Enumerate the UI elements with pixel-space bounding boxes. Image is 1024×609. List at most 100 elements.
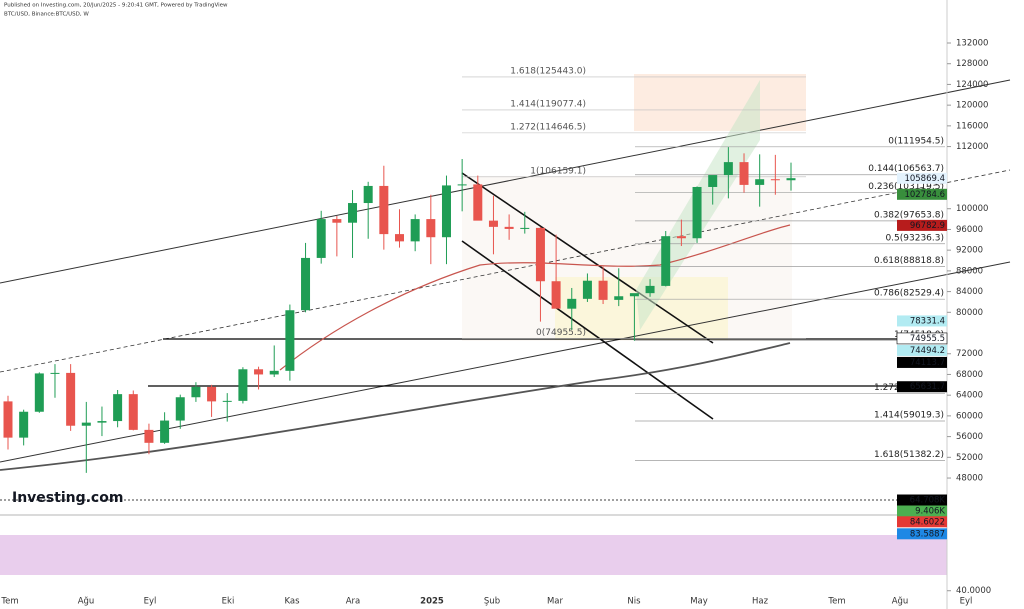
candle-body (504, 226, 514, 229)
candle-body (567, 298, 577, 309)
candle-body (708, 175, 718, 187)
y-tick-label: 52000 (956, 453, 983, 463)
fib-label: 0.382(97653.8) (874, 210, 944, 220)
down-channel (461, 240, 714, 420)
x-tick-label: Eyl (144, 597, 157, 607)
logo: Investing.com (12, 490, 123, 506)
fib-label: 0.236(103119.5) (868, 182, 944, 192)
candle-body (175, 397, 185, 421)
candle-body (363, 185, 373, 204)
volume-tag (897, 494, 947, 506)
stoch-tag-label: 83.5887 (910, 529, 945, 539)
volume-tag-label: 64.708K (910, 496, 946, 506)
header-symbol: BTC/USD, Binance:BTC/USD, W (4, 12, 89, 18)
channel-mid (0, 169, 1011, 373)
candle-body (551, 281, 561, 309)
candle-body (410, 219, 420, 242)
y-tick-label: 112000 (956, 142, 988, 152)
price-tag (897, 356, 947, 368)
candle-body (34, 373, 44, 412)
y-tick-label: 124000 (956, 80, 988, 90)
candle-body (457, 184, 467, 186)
candle-body (50, 372, 60, 374)
candle-body (629, 293, 639, 297)
price-tag (897, 344, 947, 356)
candle-body (348, 203, 358, 223)
candle-body (520, 227, 530, 229)
x-tick-label: Ağu (892, 597, 909, 607)
x-tick-label: Ara (346, 597, 361, 607)
candle-body (661, 236, 671, 286)
price-tag (897, 381, 947, 393)
candle-body (128, 394, 138, 430)
candle-body (3, 401, 13, 438)
fib-zone (462, 176, 792, 341)
candle-body (598, 280, 608, 300)
y-tick-label: 68000 (956, 370, 983, 380)
channel-top (0, 79, 1011, 284)
x-tick-label: Haz (752, 597, 769, 607)
fib-label: 1.414(59019.3) (874, 410, 944, 420)
price-tag-label: 74113.7 (910, 358, 945, 368)
y-tick-label: 72000 (956, 349, 983, 359)
price-tag (897, 315, 947, 327)
candle-body (19, 411, 29, 438)
price-tag-label: 102784.6 (904, 190, 945, 200)
candle-body (269, 370, 279, 375)
fib-label: 0.5(93236.3) (885, 233, 944, 243)
y-tick-label: 80000 (956, 308, 983, 318)
y-tick-label: 60000 (956, 411, 983, 421)
price-tag-label: 74494.2 (910, 346, 945, 356)
y-tick-label: 92000 (956, 246, 983, 256)
fib-label: 1(106159.1) (530, 166, 586, 176)
candle-body (254, 369, 264, 375)
fib-label: 0(74955.5) (536, 328, 586, 338)
fib-label: 1.272(114646.5) (510, 122, 586, 132)
fib-label: 1.414(119077.4) (510, 99, 586, 109)
candle-body (301, 257, 311, 311)
candle-body (614, 296, 624, 300)
y-tick-label: 88000 (956, 266, 983, 276)
candle-body (81, 422, 91, 426)
y-tick-label: 100000 (956, 204, 988, 214)
candle-body (238, 369, 248, 401)
y-tick-label: 96000 (956, 225, 983, 235)
candle-body (113, 394, 123, 422)
y-tick-label: 128000 (956, 59, 988, 69)
price-tag-label: 78331.4 (910, 316, 945, 326)
x-tick-label: Tem (827, 597, 845, 607)
fib-label: 1.618(51382.2) (874, 450, 944, 460)
y-tick-label: 64000 (956, 391, 983, 401)
x-tick-label: Kas (284, 597, 300, 607)
header-published: Published on Investing.com, 20/Jun/2025 … (4, 3, 228, 9)
candle-body (770, 179, 780, 181)
x-tick-label: Tem (0, 597, 18, 607)
candle-body (285, 310, 295, 371)
candle-body (222, 400, 232, 402)
stoch-band (0, 535, 947, 575)
candle-body (97, 421, 107, 423)
volume-tag (897, 505, 947, 517)
fib-label: 0.144(106563.7) (868, 164, 944, 174)
price-tag-label: 96782.9 (910, 221, 945, 231)
target-box (634, 74, 806, 131)
stoch-tag (897, 516, 947, 528)
candle-body (395, 234, 404, 242)
y-tick-label: 120000 (956, 101, 988, 111)
price-tag (897, 172, 947, 184)
candle-body (316, 219, 326, 258)
volume-tag-label: 9.406K (915, 507, 945, 517)
candle-body (755, 179, 765, 185)
x-tick-label: Ağu (78, 597, 95, 607)
candle-body (332, 219, 342, 223)
candle-body (66, 372, 76, 426)
y-tick-label: 48000 (956, 474, 983, 484)
ma-200 (0, 342, 791, 471)
candle-body (144, 429, 154, 443)
candle-body (207, 386, 217, 402)
candle-body (645, 285, 655, 294)
fib-label: 0.618(88818.8) (874, 256, 944, 266)
candle-body (191, 386, 201, 398)
candle-body (160, 420, 170, 443)
